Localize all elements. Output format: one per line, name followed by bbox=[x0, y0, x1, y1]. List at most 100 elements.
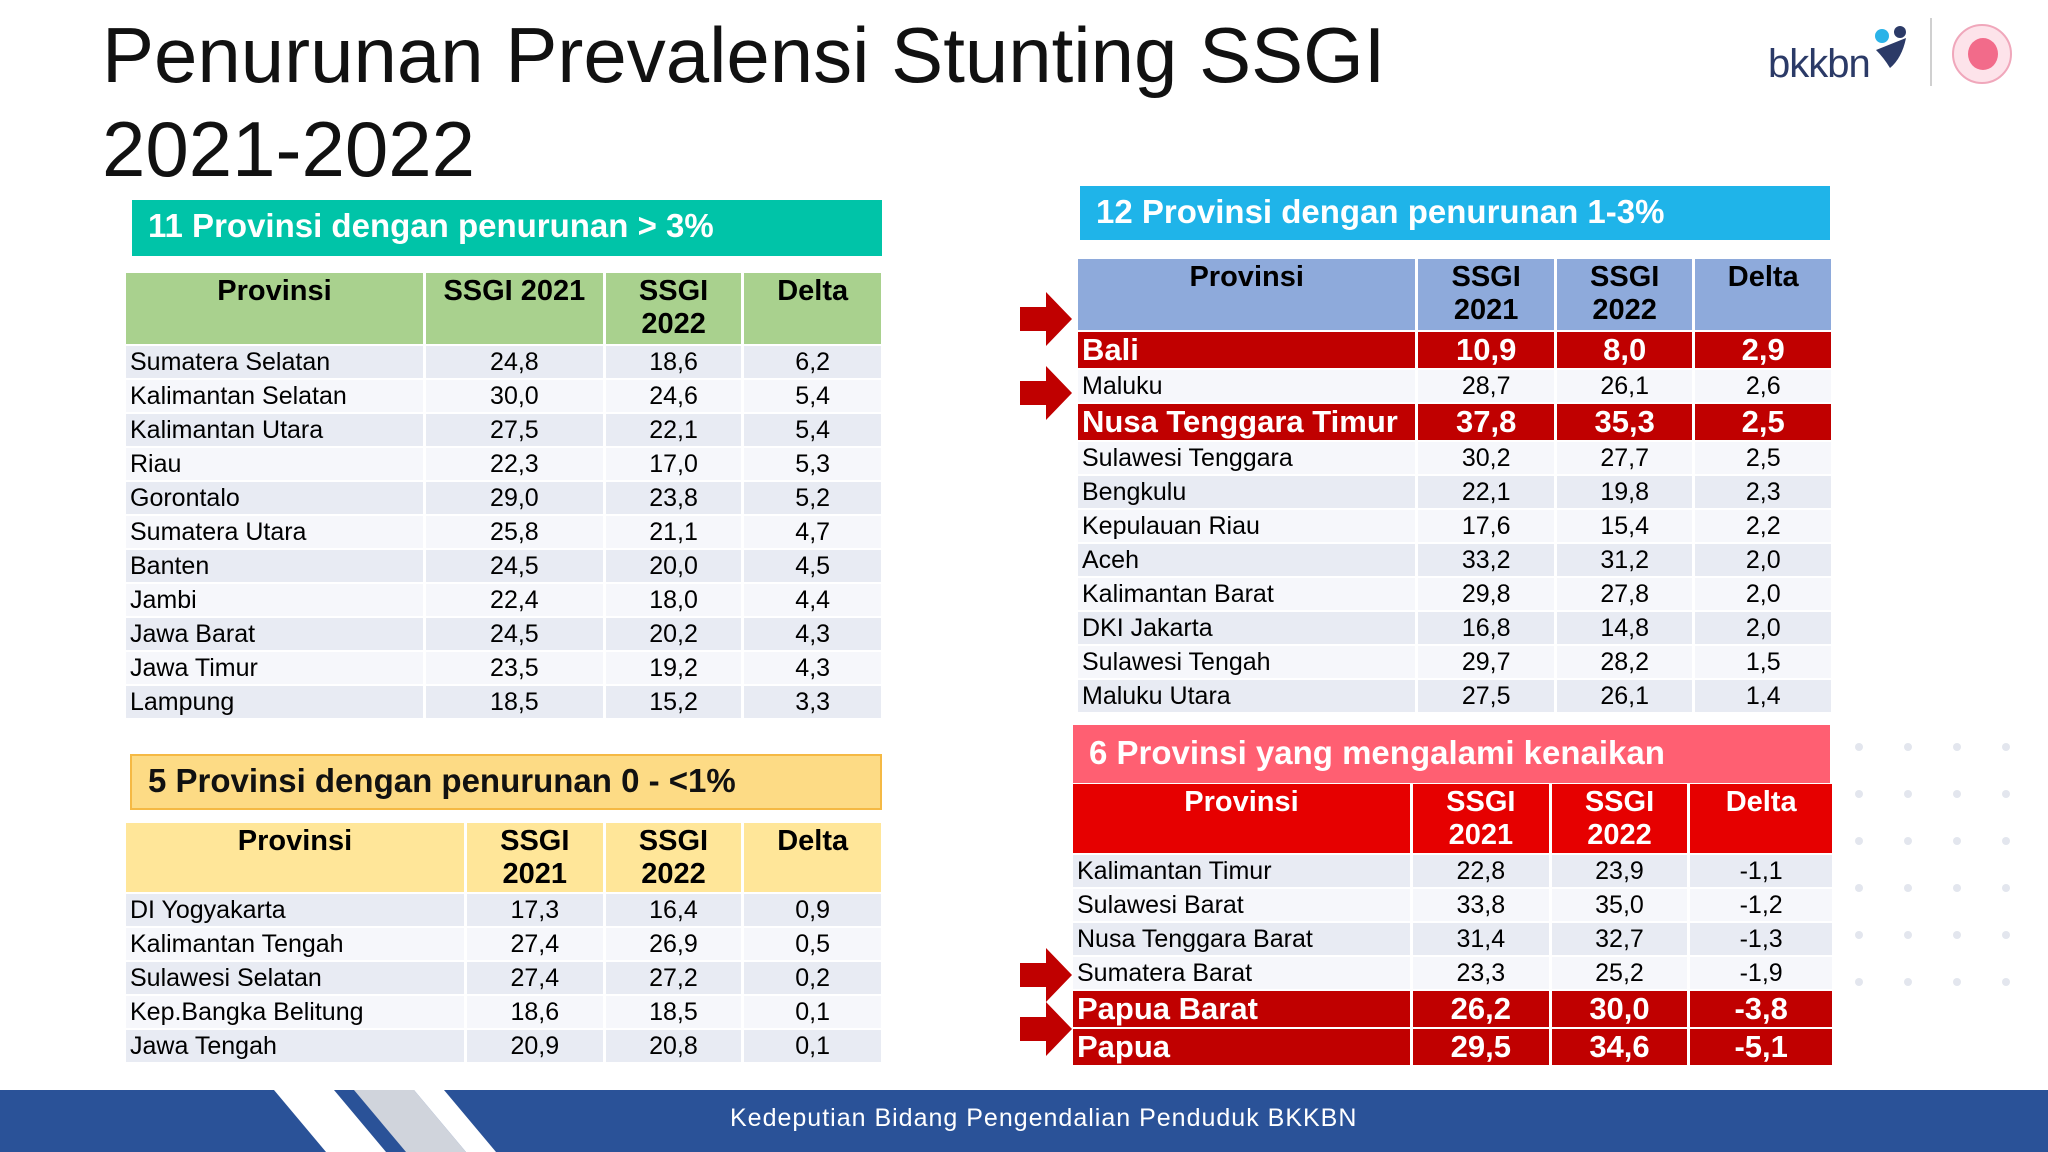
col-provinsi: Provinsi bbox=[1078, 259, 1419, 332]
table-row: Aceh 33,2 31,2 2,0 bbox=[1078, 543, 1834, 578]
cell-ssgi-2021: 20,9 bbox=[465, 1029, 606, 1064]
cell-provinsi: Kepulauan Riau bbox=[1078, 509, 1419, 544]
cell-ssgi-2022: 23,9 bbox=[1550, 854, 1691, 889]
col-ssgi-2021: SSGI 2021 bbox=[424, 273, 606, 346]
cell-ssgi-2021: 22,4 bbox=[424, 583, 606, 618]
cell-provinsi: Nusa Tenggara Barat bbox=[1073, 922, 1413, 957]
cell-provinsi: Sulawesi Barat bbox=[1073, 888, 1413, 923]
col-delta: Delta bbox=[1688, 784, 1835, 855]
table-row: Kalimantan Selatan 30,0 24,6 5,4 bbox=[126, 379, 884, 414]
cell-provinsi: Jawa Tengah bbox=[126, 1029, 467, 1064]
cell-ssgi-2022: 18,6 bbox=[604, 345, 745, 380]
cell-provinsi: Kalimantan Barat bbox=[1078, 577, 1419, 612]
cell-ssgi-2022: 20,2 bbox=[604, 617, 745, 652]
cell-delta: -1,3 bbox=[1688, 922, 1835, 957]
cell-provinsi: Sumatera Selatan bbox=[126, 345, 426, 380]
table-row: Kalimantan Utara 27,5 22,1 5,4 bbox=[126, 413, 884, 448]
cell-delta: -5,1 bbox=[1688, 1028, 1835, 1067]
cell-delta: -1,9 bbox=[1688, 956, 1835, 991]
cell-delta: 2,2 bbox=[1693, 509, 1834, 544]
cell-ssgi-2022: 8,0 bbox=[1555, 331, 1696, 370]
cell-provinsi: Papua Barat bbox=[1073, 990, 1413, 1029]
cell-ssgi-2021: 22,3 bbox=[424, 447, 606, 482]
table-row: Sulawesi Barat 33,8 35,0 -1,2 bbox=[1073, 888, 1835, 923]
cell-delta: 4,5 bbox=[742, 549, 884, 584]
table-row: Bengkulu 22,1 19,8 2,3 bbox=[1078, 475, 1834, 510]
col-delta: Delta bbox=[742, 823, 884, 894]
table-row: Kepulauan Riau 17,6 15,4 2,2 bbox=[1078, 509, 1834, 544]
cell-provinsi: Sulawesi Tengah bbox=[1078, 645, 1419, 680]
cell-ssgi-2022: 27,8 bbox=[1555, 577, 1696, 612]
decorative-dots bbox=[1855, 743, 2035, 1003]
table-row: Riau 22,3 17,0 5,3 bbox=[126, 447, 884, 482]
cell-ssgi-2022: 15,4 bbox=[1555, 509, 1696, 544]
cell-ssgi-2022: 19,8 bbox=[1555, 475, 1696, 510]
bkkbn-logo: bkkbn bbox=[1768, 20, 1918, 90]
cell-delta: 2,0 bbox=[1693, 577, 1834, 612]
table-row: Sulawesi Selatan 27,4 27,2 0,2 bbox=[126, 961, 884, 996]
cell-ssgi-2022: 23,8 bbox=[604, 481, 745, 516]
col-ssgi-2022: SSGI 2022 bbox=[604, 273, 745, 346]
cell-provinsi: Riau bbox=[126, 447, 426, 482]
cell-ssgi-2022: 35,0 bbox=[1550, 888, 1691, 923]
cell-ssgi-2022: 14,8 bbox=[1555, 611, 1696, 646]
table-over-3: Provinsi SSGI 2021 SSGI 2022 Delta Sumat… bbox=[126, 273, 884, 720]
table-row: Kalimantan Barat 29,8 27,8 2,0 bbox=[1078, 577, 1834, 612]
cell-delta: -1,1 bbox=[1688, 854, 1835, 889]
cell-ssgi-2022: 21,1 bbox=[604, 515, 745, 550]
cell-ssgi-2022: 20,8 bbox=[604, 1029, 745, 1064]
cell-ssgi-2021: 24,8 bbox=[424, 345, 606, 380]
dot bbox=[1953, 931, 1961, 939]
section-heading-over-3: 11 Provinsi dengan penurunan > 3% bbox=[132, 200, 882, 256]
table-row: Kalimantan Timur 22,8 23,9 -1,1 bbox=[1073, 854, 1835, 889]
cell-ssgi-2022: 35,3 bbox=[1555, 403, 1696, 442]
cell-ssgi-2022: 27,2 bbox=[604, 961, 745, 996]
cell-delta: 3,3 bbox=[742, 685, 884, 720]
table-kenaikan: Provinsi SSGI 2021 SSGI 2022 Delta Kalim… bbox=[1073, 784, 1835, 1067]
dot bbox=[1953, 978, 1961, 986]
table-1-3: Provinsi SSGI 2021 SSGI 2022 Delta Bali 1… bbox=[1078, 259, 1834, 714]
cell-delta: 1,5 bbox=[1693, 645, 1834, 680]
dot bbox=[1953, 837, 1961, 845]
cell-provinsi: Kalimantan Selatan bbox=[126, 379, 426, 414]
cell-ssgi-2021: 29,8 bbox=[1416, 577, 1557, 612]
cell-ssgi-2021: 23,5 bbox=[424, 651, 606, 686]
cell-delta: 5,4 bbox=[742, 413, 884, 448]
cell-delta: 0,9 bbox=[742, 893, 884, 928]
dot bbox=[1953, 884, 1961, 892]
cell-provinsi: Bengkulu bbox=[1078, 475, 1419, 510]
cell-ssgi-2021: 27,4 bbox=[465, 927, 606, 962]
cell-provinsi: Sumatera Barat bbox=[1073, 956, 1413, 991]
cell-ssgi-2022: 18,0 bbox=[604, 583, 745, 618]
dot bbox=[1855, 837, 1863, 845]
table-row: Sumatera Utara 25,8 21,1 4,7 bbox=[126, 515, 884, 550]
cell-ssgi-2022: 26,9 bbox=[604, 927, 745, 962]
cell-delta: 4,4 bbox=[742, 583, 884, 618]
cell-delta: 5,2 bbox=[742, 481, 884, 516]
col-provinsi: Provinsi bbox=[1073, 784, 1413, 855]
table-row: Banten 24,5 20,0 4,5 bbox=[126, 549, 884, 584]
table-row: Jawa Timur 23,5 19,2 4,3 bbox=[126, 651, 884, 686]
table-row: Gorontalo 29,0 23,8 5,2 bbox=[126, 481, 884, 516]
cell-delta: 4,3 bbox=[742, 617, 884, 652]
cell-provinsi: Sulawesi Tenggara bbox=[1078, 441, 1419, 476]
table-row: Maluku Utara 27,5 26,1 1,4 bbox=[1078, 679, 1834, 714]
dot bbox=[1904, 837, 1912, 845]
cell-provinsi: Papua bbox=[1073, 1028, 1413, 1067]
cell-delta: 2,0 bbox=[1693, 611, 1834, 646]
cell-ssgi-2021: 27,5 bbox=[424, 413, 606, 448]
cell-provinsi: Nusa Tenggara Timur bbox=[1078, 403, 1419, 442]
cell-ssgi-2022: 26,1 bbox=[1555, 369, 1696, 404]
cell-provinsi: Sulawesi Selatan bbox=[126, 961, 467, 996]
dot bbox=[2002, 743, 2010, 751]
cell-provinsi: Sumatera Utara bbox=[126, 515, 426, 550]
cell-ssgi-2021: 33,8 bbox=[1411, 888, 1552, 923]
logo-text: bkkbn bbox=[1768, 42, 1871, 86]
cell-delta: 0,2 bbox=[742, 961, 884, 996]
table-row: Kep.Bangka Belitung 18,6 18,5 0,1 bbox=[126, 995, 884, 1030]
cell-delta: 4,3 bbox=[742, 651, 884, 686]
cell-ssgi-2021: 10,9 bbox=[1416, 331, 1557, 370]
cell-ssgi-2022: 15,2 bbox=[604, 685, 745, 720]
table-0-1: Provinsi SSGI 2021 SSGI 2022 Delta DI Yo… bbox=[126, 823, 884, 1064]
cell-ssgi-2021: 27,5 bbox=[1416, 679, 1557, 714]
